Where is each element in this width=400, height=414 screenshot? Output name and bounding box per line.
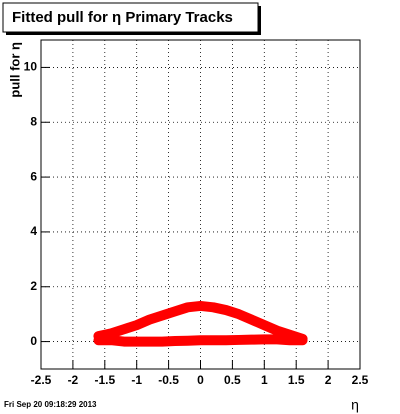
x-tick-label: 0.5 <box>224 373 241 387</box>
y-tick-label: 6 <box>30 169 37 183</box>
x-tick-label: -2 <box>68 373 79 387</box>
data-line <box>93 334 308 347</box>
y-tick-label: 4 <box>30 224 37 238</box>
y-axis-label: pull for η <box>7 42 22 98</box>
frame <box>40 39 361 370</box>
x-tick-label: 2.5 <box>352 373 369 387</box>
x-tick-label: 0 <box>197 373 204 387</box>
x-tick-label: -0.5 <box>158 373 179 387</box>
y-tick-label: 2 <box>30 279 37 293</box>
plot-area: -2.5 -2 -1.5 -1 -0.5 0 0.5 1 1.5 2 2.5 0 2 4 6 8 10 <box>24 39 369 387</box>
timestamp: Fri Sep 20 09:18:29 2013 <box>4 400 97 409</box>
data-line <box>93 300 308 344</box>
x-axis-label: η <box>351 397 359 413</box>
y-tick-label: 8 <box>30 114 37 128</box>
x-tick-label: 1.5 <box>288 373 305 387</box>
x-tick-label: 1 <box>261 373 268 387</box>
y-tick-label: 10 <box>24 60 38 74</box>
x-tick-label: -1.5 <box>94 373 115 387</box>
y-tick-label: 0 <box>30 334 37 348</box>
x-tick-label: -1 <box>131 373 142 387</box>
x-tick-label: -2.5 <box>31 373 52 387</box>
title-box <box>2 2 259 33</box>
x-tick-label: 2 <box>325 373 332 387</box>
chart-title: Fitted pull for η Primary Tracks <box>12 9 233 26</box>
